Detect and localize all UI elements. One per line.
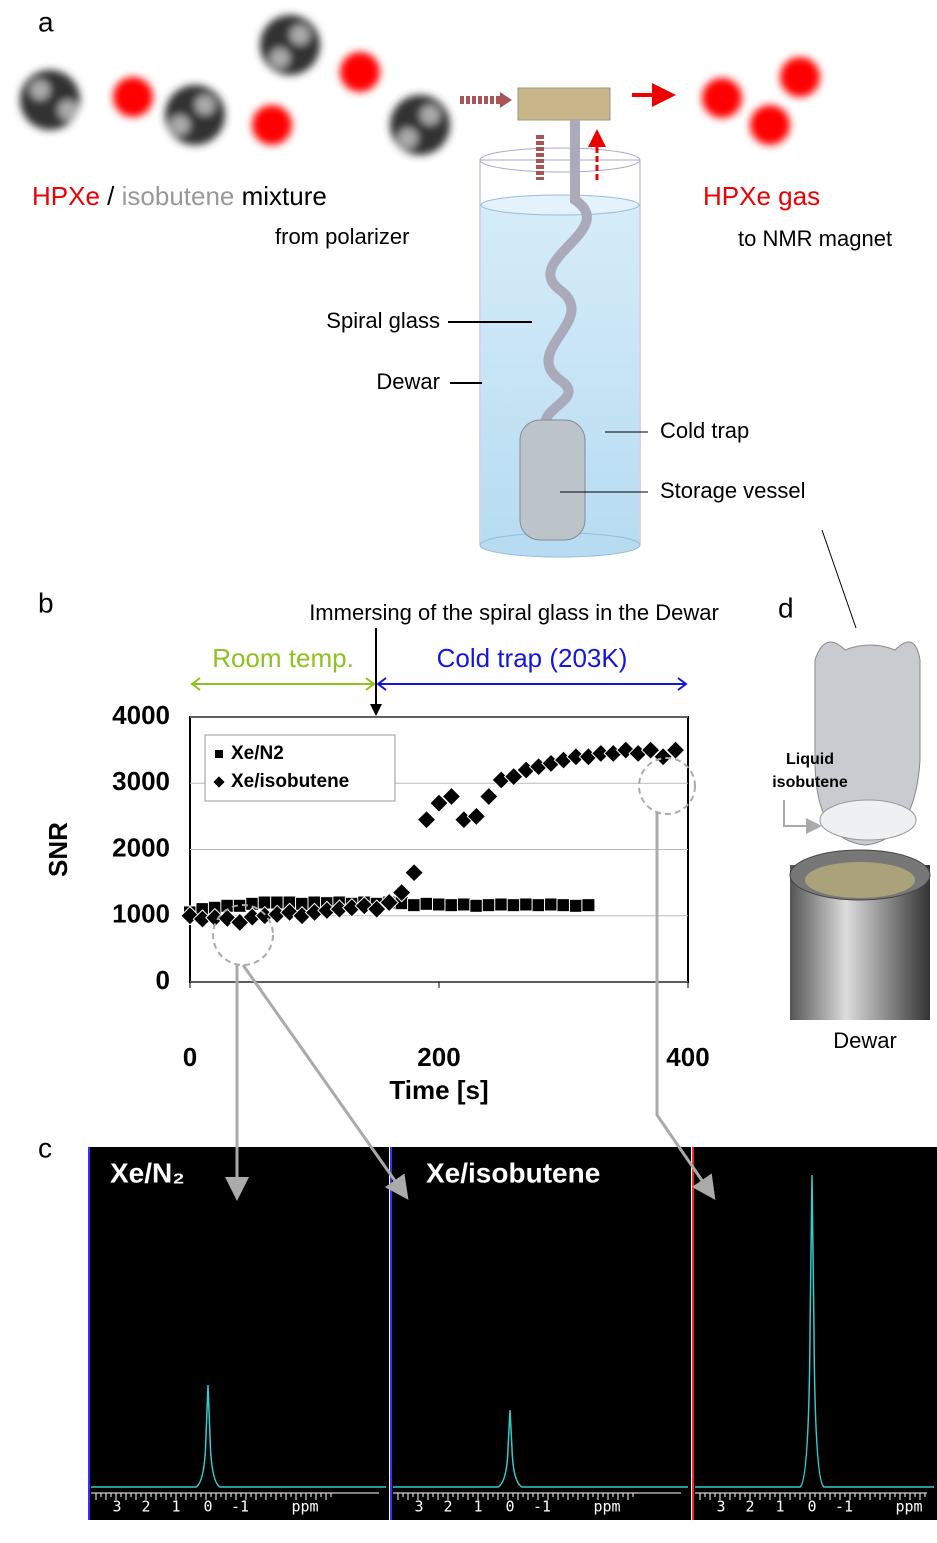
phase-label: Cold trap (203K) (437, 643, 628, 673)
mixture-label: HPXe / isobutene mixture (32, 181, 327, 211)
marker (520, 898, 533, 911)
phase-arrow (192, 678, 374, 690)
ppm-label: 0 (505, 1498, 514, 1516)
panel-label: b (38, 587, 54, 618)
scatter-chart: 0 1000 2000 3000 4000 0 200 400 Time [s] SNR Xe/N2… (43, 700, 710, 1105)
ppm-label: 2 (141, 1498, 150, 1516)
y-tick-label: 2000 (112, 832, 170, 862)
ppm-label: ppm (895, 1498, 922, 1516)
x-tick-label: 400 (666, 1042, 709, 1072)
marker (495, 898, 508, 911)
annotation: Immersing of the spiral glass in the Dew… (309, 600, 719, 625)
part-label: Storage vessel (660, 478, 806, 503)
ppm-label: 1 (171, 1498, 180, 1516)
marker (420, 897, 433, 910)
inlet-arrow (500, 92, 512, 108)
figure: a HPXe / isobutene mixture from polarize… (0, 0, 937, 1543)
ppm-label: 3 (112, 1498, 121, 1516)
manifold (518, 88, 610, 120)
spectrum-panel (390, 1147, 691, 1520)
legend-label: Xe/isobutene (231, 771, 349, 792)
ppm-label: -1 (835, 1498, 853, 1516)
liquid-label: Liquid (786, 751, 834, 768)
spectrum-panel (88, 1147, 389, 1520)
annotation-arrow (370, 704, 382, 716)
marker (532, 899, 545, 912)
ppm-label: -1 (231, 1498, 249, 1516)
marker (545, 898, 558, 911)
ppm-label: ppm (291, 1498, 318, 1516)
part-label: Spiral glass (326, 308, 440, 333)
ppm-label: 1 (775, 1498, 784, 1516)
isobutene: isobutene (122, 181, 235, 211)
ppm-label: 2 (745, 1498, 754, 1516)
slash: / (107, 181, 115, 211)
ppm-label: 3 (716, 1498, 725, 1516)
y-tick-label: 1000 (112, 899, 170, 929)
spectrum-title: Xe/isobutene (426, 1157, 600, 1188)
storage-vessel (520, 420, 585, 540)
leader (822, 530, 856, 628)
marker (507, 899, 520, 912)
ppm-label: 0 (203, 1498, 212, 1516)
y-tick-label: 0 (156, 965, 170, 995)
marker (582, 899, 595, 912)
ppm-label: 1 (473, 1498, 482, 1516)
part-label: Cold trap (660, 418, 749, 443)
marker (433, 898, 446, 911)
spectrum-title: Xe/N₂ (110, 1157, 185, 1188)
liquid-label: isobutene (772, 774, 848, 791)
y-axis-title: SNR (43, 822, 73, 877)
dewar-label: Dewar (833, 1028, 897, 1053)
ppm-label: -1 (533, 1498, 551, 1516)
panel-label: d (778, 592, 794, 623)
marker (557, 899, 570, 912)
coolant-surface (481, 195, 639, 215)
x-tick-label: 200 (417, 1042, 460, 1072)
destination-label: to NMR magnet (738, 226, 892, 251)
phase-label: Room temp. (212, 643, 354, 673)
hpxe: HPXe (32, 181, 100, 211)
panel-label: a (38, 6, 54, 37)
marker (482, 899, 495, 912)
ppm-label: 0 (807, 1498, 816, 1516)
ppm-label: ppm (593, 1498, 620, 1516)
source-label: from polarizer (275, 224, 409, 249)
x-tick-label: 0 (183, 1042, 197, 1072)
molecules (20, 15, 450, 155)
marker (445, 899, 458, 912)
ppm-label: 3 (414, 1498, 423, 1516)
x-axis-title: Time [s] (389, 1075, 488, 1105)
marker (470, 899, 483, 912)
marker (408, 899, 421, 912)
legend-marker (215, 750, 224, 759)
gas-label: HPXe gas (703, 181, 820, 211)
marker (569, 899, 582, 912)
legend-label: Xe/N2 (231, 743, 284, 764)
y-tick-label: 4000 (112, 700, 170, 730)
mixture: mixture (242, 181, 327, 211)
phase-arrow (378, 678, 686, 690)
part-label: Dewar (376, 369, 440, 394)
spectra: 3 2 1 0 -1 ppm Xe/N₂ 3 2 1 0 -1 ppm Xe/isobutene 3 2 1 0 -… (88, 1147, 937, 1520)
ppm-label: 2 (443, 1498, 452, 1516)
y-tick-label: 3000 (112, 766, 170, 796)
marker (457, 898, 470, 911)
panel-label: c (38, 1132, 52, 1163)
